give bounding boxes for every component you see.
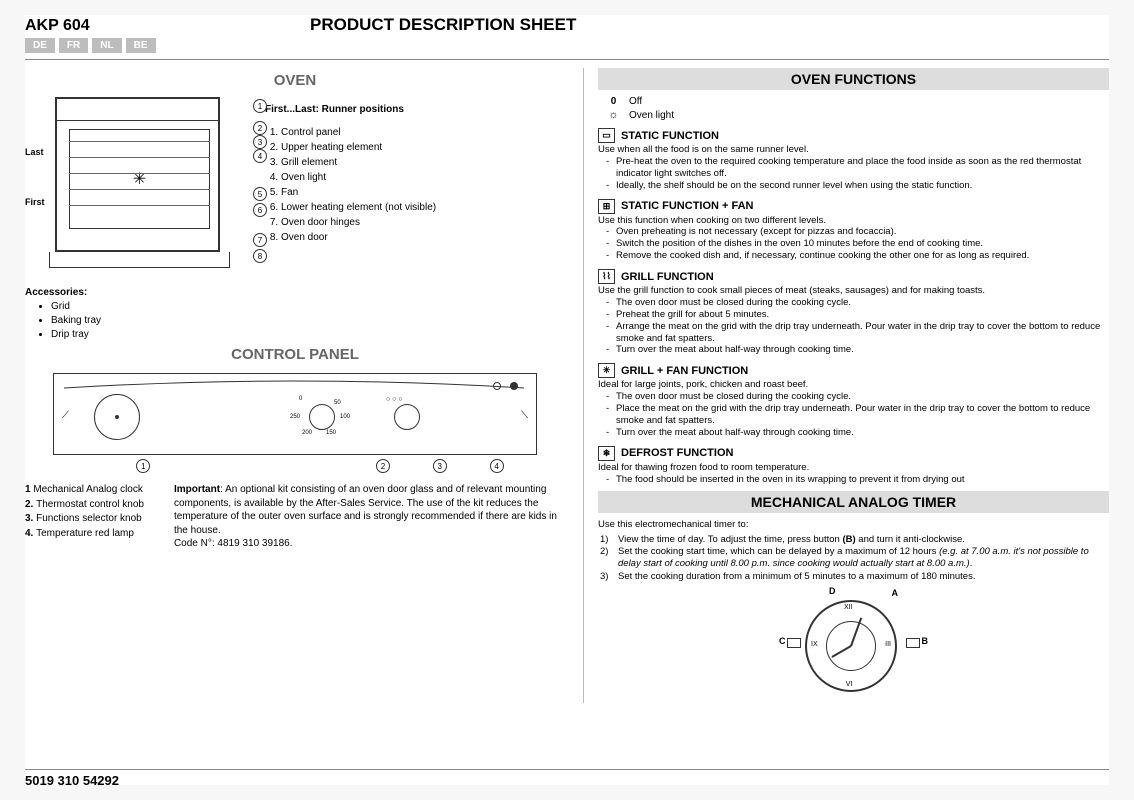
accessories-block: Accessories: Grid Baking tray Drip tray (25, 287, 565, 342)
part-7: Oven door hinges (281, 215, 436, 230)
grill-fan-desc: Ideal for large joints, pork, chicken an… (598, 379, 1109, 391)
language-tabs: DE FR NL BE (25, 38, 1109, 53)
static-fan-desc: Use this function when cooking on two di… (598, 215, 1109, 227)
panel-item-2: Thermostat control knob (25, 498, 144, 513)
oven-light-label: Oven light (629, 110, 674, 121)
grillfan-b1: The oven door must be closed during the … (598, 391, 1109, 403)
defrost-desc: Ideal for thawing frozen food to room te… (598, 462, 1109, 474)
static-b1: Pre-heat the oven to the required cookin… (598, 156, 1109, 180)
grill-fan-head: GRILL + FAN FUNCTION (621, 365, 748, 377)
clock-label-b: B (922, 636, 929, 646)
defrost-head: DEFROST FUNCTION (621, 447, 733, 459)
part-1: Control panel (281, 125, 436, 140)
staticfan-b1: Oven preheating is not necessary (except… (598, 226, 1109, 238)
grill-b4: Turn over the meat about half-way throug… (598, 344, 1109, 356)
grill-b2: Preheat the grill for about 5 minutes. (598, 309, 1109, 321)
control-panel-diagram: 0 50 100 150 200 250 ○ ○ ○ ⟋ ⟍ (53, 373, 537, 455)
code-line: Code N°: 4819 310 39186. (174, 538, 293, 549)
accessory-drip: Drip tray (51, 328, 565, 342)
static-fan-head: STATIC FUNCTION + FAN (621, 200, 754, 212)
accessories-head: Accessories: (25, 287, 565, 298)
grill-icon: ⌇⌇ (598, 269, 615, 284)
clock-diagram: XII VI IX III A B C D (781, 588, 926, 703)
timer-step-1: View the time of day. To adjust the time… (598, 534, 1109, 546)
accessory-baking: Baking tray (51, 314, 565, 328)
grill-b1: The oven door must be closed during the … (598, 297, 1109, 309)
model-number: AKP 604 (25, 17, 310, 35)
grill-head: GRILL FUNCTION (621, 271, 714, 283)
panel-list: Mechanical Analog clock Thermostat contr… (25, 483, 144, 551)
footer-code: 5019 310 54292 (25, 769, 1109, 788)
clock-label-d: D (829, 586, 836, 596)
panel-item-1: Mechanical Analog clock (25, 483, 144, 498)
first-label: First (25, 197, 45, 207)
part-8: Oven door (281, 230, 436, 245)
grill-desc: Use the grill function to cook small pie… (598, 285, 1109, 297)
part-5: Fan (281, 185, 436, 200)
light-icon: ☼ (606, 109, 621, 121)
defrost-b1: The food should be inserted in the oven … (598, 474, 1109, 486)
grillfan-b2: Place the meat on the grid with the drip… (598, 403, 1109, 427)
control-panel-title: CONTROL PANEL (25, 346, 565, 363)
lang-tab-be: BE (126, 38, 156, 53)
last-label: Last (25, 147, 44, 157)
clock-label-c: C (779, 636, 786, 646)
static-fan-icon: ⊞ (598, 199, 615, 214)
part-3: Grill element (281, 155, 436, 170)
important-label: Important (174, 484, 220, 495)
header-rule (25, 59, 1109, 60)
grill-fan-icon: ✳ (598, 363, 615, 378)
grillfan-b3: Turn over the meat about half-way throug… (598, 427, 1109, 439)
off-label: Off (629, 96, 642, 107)
runner-lead: First...Last: Runner positions (265, 104, 404, 115)
staticfan-b3: Remove the cooked dish and, if necessary… (598, 250, 1109, 262)
accessory-grid: Grid (51, 300, 565, 314)
part-6: Lower heating element (not visible) (281, 200, 436, 215)
static-icon: ▭ (598, 128, 615, 143)
lang-tab-nl: NL (92, 38, 121, 53)
staticfan-b2: Switch the position of the dishes in the… (598, 238, 1109, 250)
panel-callouts: 1234 (25, 459, 565, 473)
document-title: PRODUCT DESCRIPTION SHEET (310, 15, 576, 35)
timer-step-3: Set the cooking duration from a minimum … (598, 571, 1109, 583)
oven-parts-list: First...Last: Runner positions Control p… (265, 97, 436, 272)
panel-item-3: Functions selector knob (25, 512, 144, 527)
static-head: STATIC FUNCTION (621, 130, 719, 142)
lang-tab-de: DE (25, 38, 55, 53)
static-desc: Use when all the food is on the same run… (598, 144, 1109, 156)
part-2: Upper heating element (281, 140, 436, 155)
oven-section-title: OVEN (25, 72, 565, 89)
timer-bar: MECHANICAL ANALOG TIMER (598, 491, 1109, 513)
oven-functions-bar: OVEN FUNCTIONS (598, 68, 1109, 90)
static-b2: Ideally, the shelf should be on the seco… (598, 180, 1109, 192)
important-note: Important: An optional kit consisting of… (174, 483, 565, 551)
lang-tab-fr: FR (59, 38, 88, 53)
panel-item-4: Temperature red lamp (25, 527, 144, 542)
timer-step-2: Set the cooking start time, which can be… (598, 546, 1109, 571)
grill-b3: Arrange the meat on the grid with the dr… (598, 321, 1109, 345)
important-text: : An optional kit consisting of an oven … (174, 484, 557, 536)
timer-intro: Use this electromechanical timer to: (598, 519, 1109, 531)
clock-label-a: A (892, 588, 899, 598)
oven-diagram: ✳ Last First 1 2 3 4 5 (25, 97, 245, 272)
defrost-icon: ❄ (598, 446, 615, 461)
part-4: Oven light (281, 170, 436, 185)
